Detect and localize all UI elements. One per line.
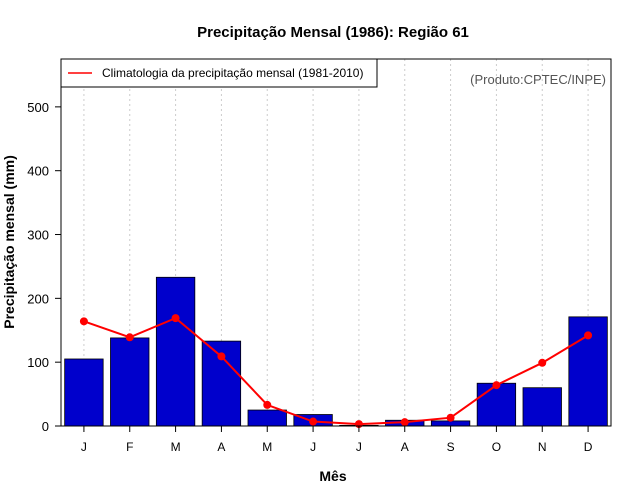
legend: Climatologia da precipitação mensal (198… [60, 58, 378, 88]
climatology-line [79, 314, 593, 429]
y-tick-label: 100 [27, 355, 49, 370]
x-tick-label: M [262, 440, 272, 454]
bar-2 [110, 337, 150, 427]
x-tick-label: J [310, 440, 316, 454]
chart-title: Precipitação Mensal (1986): Região 61 [197, 24, 469, 41]
legend-box [60, 58, 378, 88]
y-tick-label: 200 [27, 291, 49, 306]
y-tick-label: 500 [27, 100, 49, 115]
bar-3 [155, 276, 196, 427]
credit-text: (Produto:CPTEC/INPE) [470, 72, 606, 87]
x-axis-label: Mês [319, 468, 346, 484]
climatology-point-12 [584, 331, 593, 340]
climatology-point-3 [171, 314, 180, 323]
climatology-polyline [83, 316, 589, 426]
y-tick-label: 0 [42, 419, 49, 434]
x-tick-label: J [81, 440, 87, 454]
bar-11 [522, 387, 562, 427]
x-tick-label: F [126, 440, 133, 454]
climatology-point-10 [492, 381, 501, 390]
y-axis-label: Precipitação mensal (mm) [1, 155, 17, 329]
x-tick-label: D [584, 440, 593, 454]
climatology-point-9 [446, 413, 455, 422]
climatology-point-8 [400, 418, 409, 427]
legend-label: Climatologia da precipitação mensal (198… [102, 66, 363, 80]
climatology-point-5 [263, 400, 272, 409]
x-tick-label: J [356, 440, 362, 454]
x-tick-label: M [171, 440, 181, 454]
y-axis: 0 100 200 300 400 500 [27, 100, 61, 434]
bars [64, 276, 608, 427]
climatology-point-6 [309, 417, 318, 426]
y-tick-label: 400 [27, 164, 49, 179]
bar-1 [64, 358, 104, 427]
x-tick-label: A [217, 440, 225, 454]
bar-10 [476, 382, 517, 427]
climatology-point-4 [217, 352, 226, 361]
x-tick-label: S [447, 440, 455, 454]
bar-5 [247, 409, 287, 427]
x-tick-label: O [492, 440, 501, 454]
climatology-point-1 [79, 317, 88, 326]
climatology-point-11 [538, 358, 547, 367]
y-tick-label: 300 [27, 228, 49, 243]
x-tick-label: N [538, 440, 547, 454]
climatology-point-2 [125, 333, 134, 342]
x-tick-label: A [401, 440, 409, 454]
